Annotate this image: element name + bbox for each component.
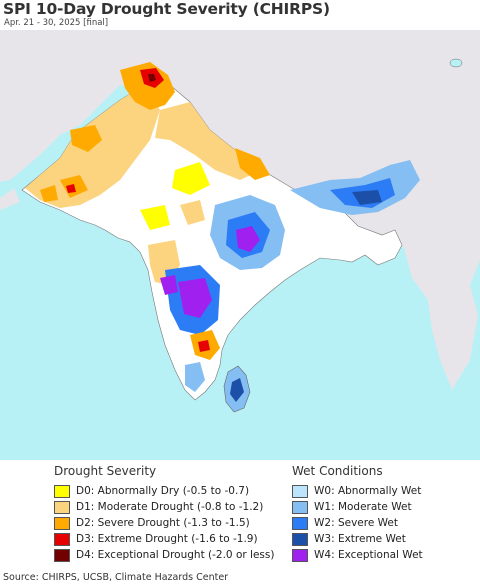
swatch-d1 <box>54 501 70 514</box>
d0-patch-2 <box>140 205 170 230</box>
w3-northeast <box>352 190 382 205</box>
d1-north-india <box>155 102 262 180</box>
d3-south <box>198 340 210 352</box>
legend-d1: D1: Moderate Drought (-0.8 to -1.2) <box>54 500 284 516</box>
legend-w3: W3: Extreme Wet <box>292 532 462 548</box>
sri-lanka-extreme-wet <box>230 378 244 402</box>
d1-central <box>180 200 205 225</box>
d2-pak-1 <box>70 125 102 152</box>
w4-southwest <box>160 275 178 295</box>
legend-d2: D2: Severe Drought (-1.3 to -1.5) <box>54 516 284 532</box>
legend: Drought Severity D0: Abnormally Dry (-0.… <box>0 460 480 568</box>
legend-label-d4: D4: Exceptional Drought (-2.0 or less) <box>76 549 275 561</box>
d4-north <box>148 74 156 82</box>
map-title: SPI 10-Day Drought Severity (CHIRPS) <box>3 0 330 18</box>
swatch-w2 <box>292 517 308 530</box>
swatch-d3 <box>54 533 70 546</box>
w4-central <box>236 226 260 252</box>
map-canvas <box>0 30 480 460</box>
drought-legend-title: Drought Severity <box>54 464 157 478</box>
legend-w4: W4: Exceptional Wet <box>292 548 462 564</box>
legend-label-d1: D1: Moderate Drought (-0.8 to -1.2) <box>76 501 264 513</box>
w1-south-tip <box>185 362 205 392</box>
source-credit: Source: CHIRPS, UCSB, Climate Hazards Ce… <box>3 572 229 583</box>
swatch-w3 <box>292 533 308 546</box>
swatch-d2 <box>54 517 70 530</box>
legend-label-w4: W4: Exceptional Wet <box>314 549 423 561</box>
legend-w1: W1: Moderate Wet <box>292 500 462 516</box>
d2-north-india <box>235 148 270 180</box>
d0-patch-1 <box>172 162 210 195</box>
legend-label-w0: W0: Abnormally Wet <box>314 485 422 497</box>
drought-map <box>0 30 480 460</box>
legend-label-w1: W1: Moderate Wet <box>314 501 412 513</box>
swatch-w0 <box>292 485 308 498</box>
coast-fragment <box>0 188 20 210</box>
d3-pak <box>66 184 76 193</box>
legend-label-w3: W3: Extreme Wet <box>314 533 406 545</box>
legend-d0: D0: Abnormally Dry (-0.5 to -0.7) <box>54 484 284 500</box>
legend-label-w2: W2: Severe Wet <box>314 517 398 529</box>
swatch-d0 <box>54 485 70 498</box>
outer-land <box>0 30 480 390</box>
map-subtitle: Apr. 21 - 30, 2025 [final] <box>4 18 109 28</box>
legend-d4: D4: Exceptional Drought (-2.0 or less) <box>54 548 284 564</box>
w4-south <box>178 278 212 318</box>
d2-north <box>120 62 175 110</box>
lake <box>449 58 463 68</box>
legend-label-d3: D3: Extreme Drought (-1.6 to -1.9) <box>76 533 258 545</box>
legend-d3: D3: Extreme Drought (-1.6 to -1.9) <box>54 532 284 548</box>
legend-w2: W2: Severe Wet <box>292 516 462 532</box>
swatch-w4 <box>292 549 308 562</box>
legend-w0: W0: Abnormally Wet <box>292 484 462 500</box>
legend-label-d2: D2: Severe Drought (-1.3 to -1.5) <box>76 517 250 529</box>
header: SPI 10-Day Drought Severity (CHIRPS) Apr… <box>0 0 480 30</box>
swatch-d4 <box>54 549 70 562</box>
legend-label-d0: D0: Abnormally Dry (-0.5 to -0.7) <box>76 485 250 497</box>
wet-legend-title: Wet Conditions <box>292 464 383 478</box>
d2-pak-3 <box>40 185 58 202</box>
swatch-w1 <box>292 501 308 514</box>
